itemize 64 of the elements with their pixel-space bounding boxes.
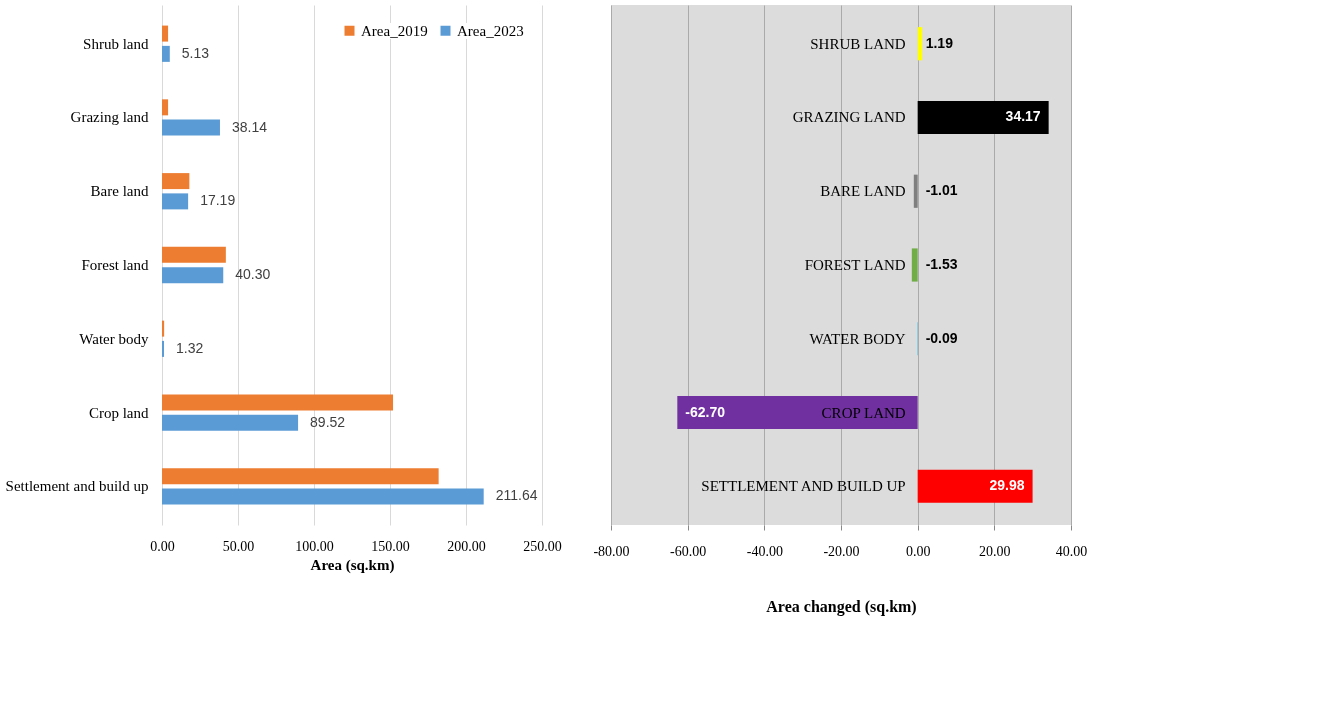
data-label: 17.19 <box>200 192 236 209</box>
y-tick-label: GRAZING LAND <box>792 109 906 126</box>
bar <box>162 468 439 485</box>
bar <box>162 414 299 431</box>
x-tick-label: 250.00 <box>523 538 562 554</box>
bar <box>162 340 165 357</box>
y-tick-label: SHRUB LAND <box>810 35 906 52</box>
x-tick-label: 40.00 <box>1055 543 1088 559</box>
x-tick-label: 150.00 <box>371 538 410 554</box>
bar <box>162 193 189 210</box>
data-label: 29.98 <box>989 477 1025 494</box>
bar <box>162 45 170 62</box>
x-tick-label: -60.00 <box>670 543 707 559</box>
data-label: 40.30 <box>235 266 271 283</box>
bar <box>913 174 918 208</box>
x-tick-label: 0.00 <box>905 543 931 559</box>
data-label: 38.14 <box>231 118 268 135</box>
y-tick-label: Grazing land <box>70 109 149 126</box>
data-label: -1.01 <box>925 182 958 199</box>
bar <box>162 173 190 190</box>
y-tick-label: Settlement and build up <box>5 478 149 495</box>
bar <box>162 267 224 284</box>
legend-label: Area_2023 <box>457 22 524 39</box>
x-tick-label: 0.00 <box>150 538 175 554</box>
x-tick-label: 20.00 <box>979 543 1011 559</box>
bar <box>162 394 394 411</box>
y-tick-label: Forest land <box>81 257 149 273</box>
data-label: 1.19 <box>925 34 954 51</box>
bar <box>162 320 165 337</box>
data-label: 211.64 <box>495 487 538 504</box>
x-axis-title: Area (sq.km) <box>310 556 395 574</box>
y-tick-label: Bare land <box>90 183 149 200</box>
x-tick-label: -80.00 <box>593 543 630 559</box>
data-label: 89.52 <box>310 413 346 430</box>
bar <box>917 469 1033 503</box>
data-label: -62.70 <box>685 403 726 420</box>
y-tick-label: BARE LAND <box>820 183 906 200</box>
data-label: -0.09 <box>925 329 958 346</box>
legend-label: Area_2019 <box>361 22 428 39</box>
x-tick-label: 50.00 <box>222 538 255 554</box>
y-tick-label: Water body <box>79 330 149 347</box>
y-tick-label: FOREST LAND <box>804 257 906 273</box>
bar <box>162 246 226 263</box>
x-tick-label: -20.00 <box>823 543 860 559</box>
data-label: 34.17 <box>1005 108 1041 125</box>
data-label: 1.32 <box>176 339 204 356</box>
x-tick-label: 100.00 <box>295 538 334 554</box>
bar <box>911 248 918 282</box>
x-axis-title: Area changed (sq.km) <box>766 597 917 616</box>
bar <box>677 395 918 430</box>
bar <box>162 119 220 136</box>
y-tick-label: SETTLEMENT AND BUILD UP <box>701 478 906 495</box>
x-tick-label: 200.00 <box>447 538 486 554</box>
bar <box>917 100 1049 135</box>
data-label: -1.53 <box>925 256 958 272</box>
y-tick-label: CROP LAND <box>821 404 906 421</box>
bar <box>162 99 169 116</box>
bar <box>162 488 484 505</box>
x-tick-label: -40.00 <box>746 543 783 559</box>
y-tick-label: WATER BODY <box>809 330 906 347</box>
data-label: 5.13 <box>181 44 210 61</box>
y-tick-label: Shrub land <box>83 35 149 52</box>
bar <box>162 25 169 42</box>
y-tick-label: Crop land <box>88 404 149 421</box>
